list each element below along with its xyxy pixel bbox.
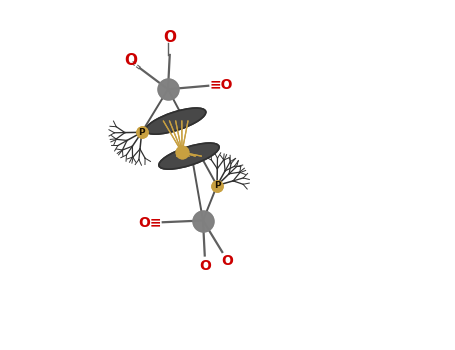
Ellipse shape	[159, 143, 219, 169]
Text: O: O	[221, 254, 233, 268]
Text: O: O	[199, 259, 211, 273]
Text: O: O	[124, 53, 137, 68]
Text: P: P	[214, 181, 220, 190]
Text: P: P	[214, 181, 220, 190]
Text: P: P	[138, 128, 145, 137]
Text: P: P	[138, 128, 145, 137]
Text: O: O	[164, 30, 177, 45]
Ellipse shape	[146, 108, 206, 134]
Text: O≡: O≡	[138, 216, 162, 230]
Ellipse shape	[146, 108, 206, 134]
Text: ≡O: ≡O	[209, 78, 233, 92]
Ellipse shape	[159, 143, 219, 169]
